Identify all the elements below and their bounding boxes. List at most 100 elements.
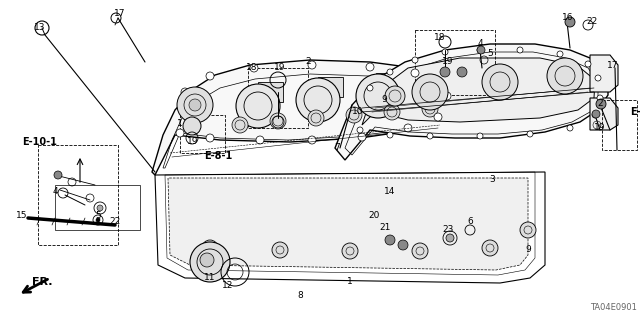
Circle shape bbox=[385, 86, 405, 106]
Bar bbox=[258, 82, 283, 102]
Text: 3: 3 bbox=[489, 175, 495, 184]
Circle shape bbox=[206, 72, 214, 80]
Text: 7: 7 bbox=[334, 144, 340, 152]
Text: 19: 19 bbox=[595, 123, 605, 132]
Circle shape bbox=[296, 78, 340, 122]
Circle shape bbox=[434, 113, 442, 121]
Text: 22: 22 bbox=[109, 218, 120, 226]
Circle shape bbox=[412, 57, 418, 63]
Bar bbox=[318, 77, 343, 97]
Text: 5: 5 bbox=[95, 211, 101, 219]
Circle shape bbox=[384, 104, 400, 120]
Bar bbox=[248, 68, 308, 128]
Bar bbox=[602, 100, 637, 150]
Text: FR.: FR. bbox=[32, 277, 52, 287]
Circle shape bbox=[482, 64, 518, 100]
Circle shape bbox=[592, 112, 598, 118]
Circle shape bbox=[411, 69, 419, 77]
Text: 1: 1 bbox=[177, 118, 183, 128]
Text: 2: 2 bbox=[597, 99, 603, 108]
Circle shape bbox=[346, 107, 362, 123]
Text: 23: 23 bbox=[442, 226, 454, 234]
Circle shape bbox=[181, 88, 189, 96]
Polygon shape bbox=[152, 60, 460, 175]
Circle shape bbox=[387, 69, 393, 75]
Circle shape bbox=[366, 63, 374, 71]
Circle shape bbox=[422, 101, 438, 117]
Circle shape bbox=[342, 243, 358, 259]
Circle shape bbox=[232, 117, 248, 133]
Text: 18: 18 bbox=[435, 33, 445, 42]
Text: 19: 19 bbox=[275, 63, 285, 72]
Circle shape bbox=[176, 129, 184, 137]
Polygon shape bbox=[335, 44, 608, 160]
Circle shape bbox=[412, 74, 448, 110]
Circle shape bbox=[457, 67, 467, 77]
Circle shape bbox=[567, 125, 573, 131]
Text: E-10-1: E-10-1 bbox=[22, 137, 57, 147]
Circle shape bbox=[477, 47, 483, 53]
Circle shape bbox=[183, 117, 201, 135]
Circle shape bbox=[54, 171, 62, 179]
Bar bbox=[415, 30, 495, 95]
Polygon shape bbox=[590, 98, 618, 130]
Circle shape bbox=[440, 67, 450, 77]
Circle shape bbox=[412, 243, 428, 259]
Text: 8: 8 bbox=[297, 291, 303, 300]
Circle shape bbox=[432, 78, 440, 86]
Circle shape bbox=[177, 87, 213, 123]
Text: 4: 4 bbox=[477, 40, 483, 48]
Circle shape bbox=[387, 132, 393, 138]
Circle shape bbox=[446, 234, 454, 242]
Circle shape bbox=[398, 240, 408, 250]
Circle shape bbox=[190, 242, 230, 282]
Text: 9: 9 bbox=[525, 246, 531, 255]
Circle shape bbox=[404, 124, 412, 132]
Circle shape bbox=[596, 99, 606, 109]
Circle shape bbox=[189, 99, 201, 111]
Text: TA04E0901: TA04E0901 bbox=[590, 303, 637, 313]
Text: 15: 15 bbox=[16, 211, 28, 219]
Bar bbox=[180, 115, 225, 153]
Circle shape bbox=[200, 253, 214, 267]
Circle shape bbox=[96, 218, 100, 222]
Text: 17: 17 bbox=[607, 61, 619, 70]
Circle shape bbox=[250, 64, 258, 72]
Circle shape bbox=[597, 95, 603, 101]
Circle shape bbox=[206, 134, 214, 142]
Circle shape bbox=[427, 133, 433, 139]
Circle shape bbox=[482, 240, 498, 256]
Text: 6: 6 bbox=[467, 218, 473, 226]
Text: 9: 9 bbox=[381, 95, 387, 105]
Polygon shape bbox=[590, 55, 618, 92]
Circle shape bbox=[367, 85, 373, 91]
Circle shape bbox=[356, 74, 400, 118]
Text: 10: 10 bbox=[352, 108, 364, 116]
Text: 14: 14 bbox=[384, 188, 396, 197]
Circle shape bbox=[517, 47, 523, 53]
Text: 5: 5 bbox=[487, 49, 493, 58]
Text: 21: 21 bbox=[380, 224, 390, 233]
Circle shape bbox=[97, 205, 103, 211]
Circle shape bbox=[442, 49, 448, 55]
Circle shape bbox=[308, 136, 316, 144]
Circle shape bbox=[358, 133, 366, 141]
Circle shape bbox=[236, 84, 280, 128]
Circle shape bbox=[477, 133, 483, 139]
Circle shape bbox=[270, 113, 286, 129]
Circle shape bbox=[202, 240, 218, 256]
Text: 19: 19 bbox=[188, 137, 199, 146]
Circle shape bbox=[547, 58, 583, 94]
Circle shape bbox=[357, 127, 363, 133]
Text: 18: 18 bbox=[246, 63, 258, 72]
Circle shape bbox=[527, 131, 533, 137]
Circle shape bbox=[256, 136, 264, 144]
Circle shape bbox=[477, 46, 485, 54]
Text: 4: 4 bbox=[52, 188, 58, 197]
Text: E-8-1: E-8-1 bbox=[630, 107, 640, 117]
Circle shape bbox=[443, 92, 451, 100]
Text: 2: 2 bbox=[305, 57, 311, 66]
Text: 16: 16 bbox=[563, 13, 573, 23]
Circle shape bbox=[565, 17, 575, 27]
Bar bbox=[376, 73, 401, 93]
